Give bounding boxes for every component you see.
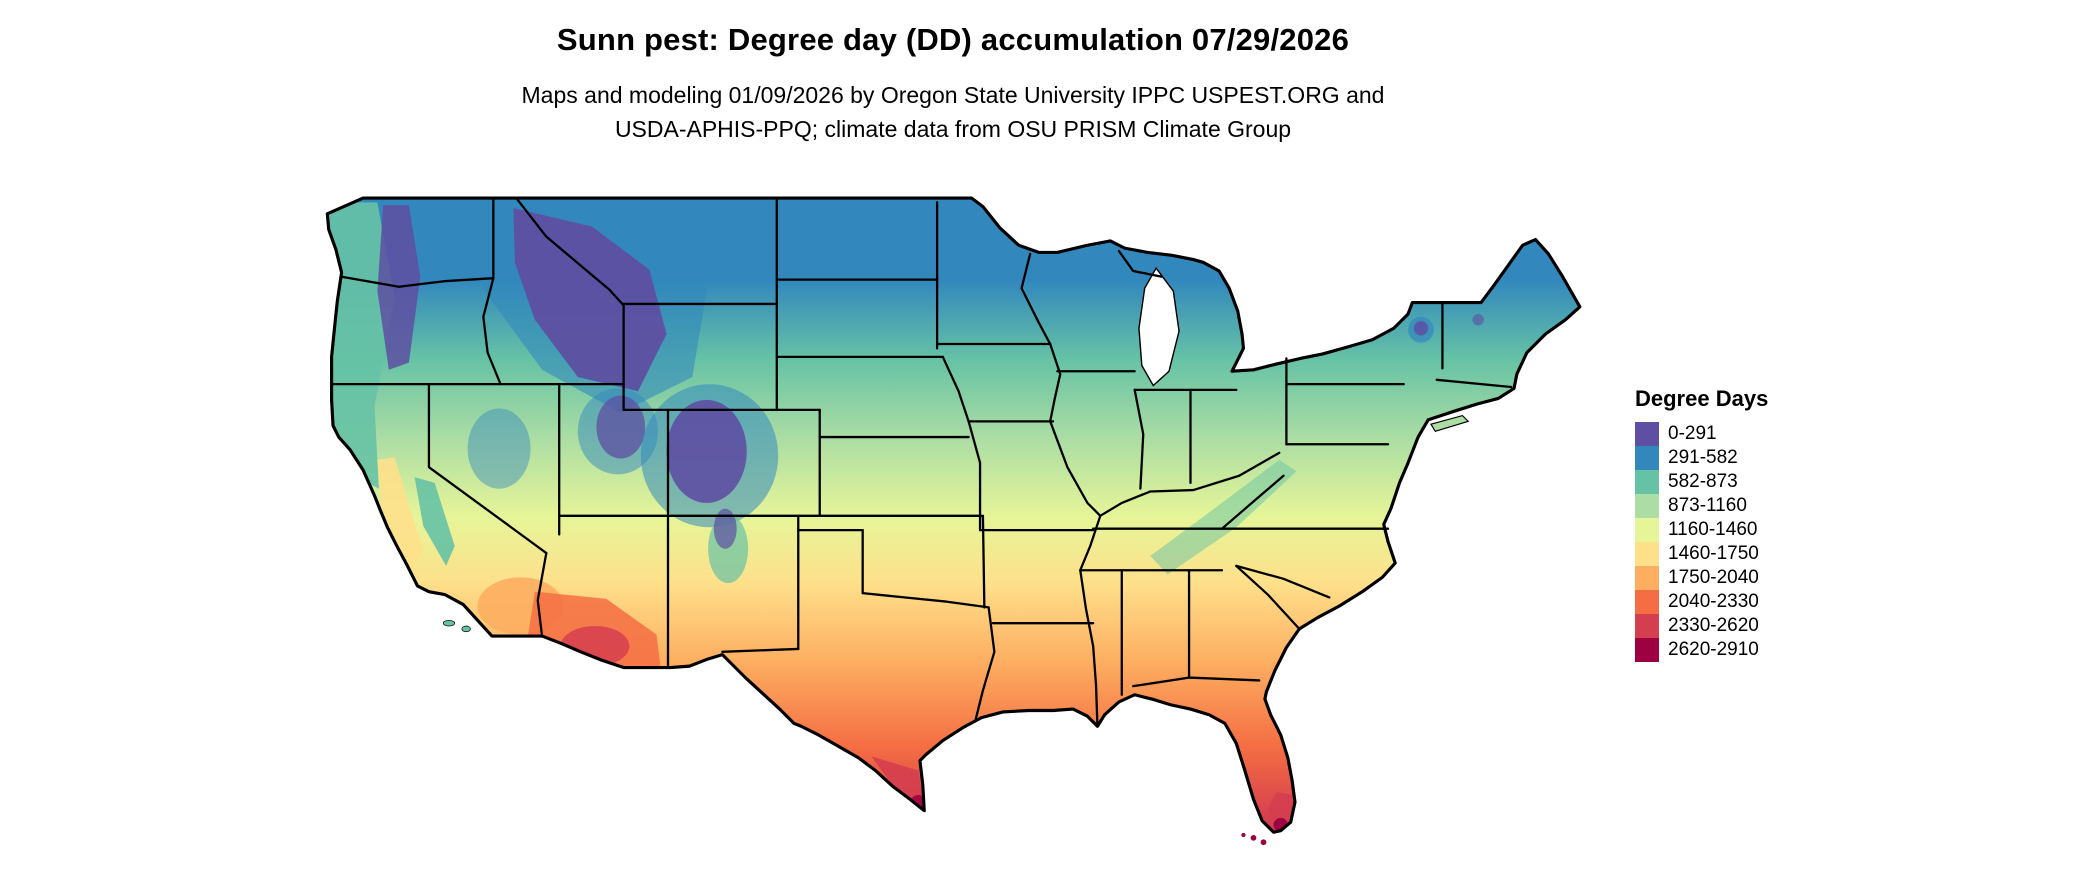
- south-texas-blob: [871, 756, 925, 811]
- adirondacks-core: [1413, 321, 1429, 336]
- florida-keys-1: [1250, 835, 1257, 841]
- channel-island-2: [461, 625, 471, 633]
- legend-swatch: [1635, 638, 1659, 662]
- florida-keys-2: [1260, 839, 1267, 846]
- legend-label: 1460-1750: [1668, 543, 1759, 564]
- nm-mountains-core: [713, 508, 737, 549]
- legend-item: 582-873: [1635, 470, 1768, 494]
- legend-item: 1160-1460: [1635, 518, 1768, 542]
- subtitle: Maps and modeling 01/09/2026 by Oregon S…: [303, 78, 1603, 146]
- page-title: Sunn pest: Degree day (DD) accumulation …: [556, 22, 1350, 57]
- map-svg: [325, 196, 1582, 846]
- legend: Degree Days 0-291 291-582 582-873 873-11…: [1635, 386, 1768, 662]
- legend-swatch: [1635, 614, 1659, 638]
- legend-label: 582-873: [1668, 471, 1738, 492]
- florida-keys-3: [1241, 832, 1246, 838]
- legend-item: 291-582: [1635, 446, 1768, 470]
- sierra-nevada-blob: [414, 477, 455, 566]
- south-florida-blob: [1267, 792, 1294, 831]
- white-mountains-core: [1472, 313, 1484, 326]
- legend-swatch: [1635, 470, 1659, 494]
- subtitle-line-1: Maps and modeling 01/09/2026 by Oregon S…: [521, 82, 1385, 108]
- legend-item: 2620-2910: [1635, 638, 1768, 662]
- central-valley-blob: [377, 457, 424, 569]
- appalachian-blob: [1150, 459, 1297, 575]
- subtitle-line-2: USDA-APHIS-PPQ; climate data from OSU PR…: [614, 116, 1292, 142]
- legend-label: 2040-2330: [1668, 591, 1759, 612]
- legend-label: 2620-2910: [1668, 639, 1759, 660]
- legend-label: 1750-2040: [1668, 567, 1759, 588]
- us-outline: [325, 196, 1582, 834]
- legend-item: 1460-1750: [1635, 542, 1768, 566]
- long-island: [1430, 414, 1470, 433]
- legend-label: 291-582: [1668, 447, 1738, 468]
- us-degree-day-map: [305, 188, 1595, 888]
- legend-item: 2040-2330: [1635, 590, 1768, 614]
- legend-title: Degree Days: [1635, 386, 1769, 411]
- channel-island-1: [442, 619, 456, 627]
- legend-item: 1750-2040: [1635, 566, 1768, 590]
- n-rockies-core: [513, 208, 667, 392]
- legend-swatch: [1635, 422, 1659, 446]
- legend-item: 0-291: [1635, 422, 1768, 446]
- legend-item: 2330-2620: [1635, 614, 1768, 638]
- nevada-ranges-blob: [467, 408, 531, 489]
- header: Sunn pest: Degree day (DD) accumulation …: [303, 0, 1603, 146]
- legend-swatch: [1635, 566, 1659, 590]
- legend-swatch: [1635, 446, 1659, 470]
- legend-swatch: [1635, 494, 1659, 518]
- legend-item: 873-1160: [1635, 494, 1768, 518]
- legend-swatch: [1635, 542, 1659, 566]
- lake-michigan: [1138, 266, 1180, 387]
- legend-items: 0-291 291-582 582-873 873-1160 1160-1460…: [1635, 422, 1768, 662]
- co-rockies-core: [666, 399, 747, 503]
- legend-label: 2330-2620: [1668, 615, 1759, 636]
- state-borders: [330, 196, 1513, 728]
- legend-label: 0-291: [1668, 423, 1717, 444]
- legend-swatch: [1635, 518, 1659, 542]
- wasatch-core: [596, 395, 646, 459]
- legend-label: 1160-1460: [1668, 519, 1758, 540]
- legend-swatch: [1635, 590, 1659, 614]
- legend-label: 873-1160: [1668, 495, 1747, 516]
